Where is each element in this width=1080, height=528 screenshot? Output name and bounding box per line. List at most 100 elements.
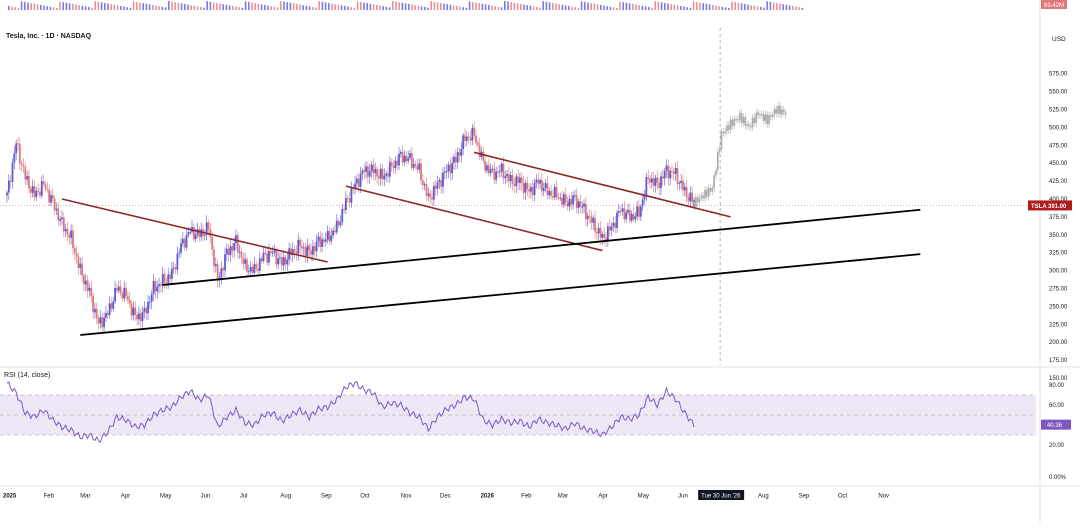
volume-bar: [56, 8, 58, 10]
candle-body: [491, 168, 494, 170]
candle-body: [181, 238, 184, 244]
time-tick-label: Oct: [360, 494, 370, 500]
candle-body: [638, 206, 640, 217]
projection-body: [768, 115, 770, 125]
candle-body: [530, 187, 532, 192]
candle-body: [213, 249, 215, 267]
volume-bar: [392, 1, 394, 10]
candle-body: [678, 182, 681, 184]
candle-body: [355, 178, 358, 184]
candle-body: [18, 144, 21, 164]
volume-bar: [712, 5, 714, 10]
projection-body: [729, 119, 732, 131]
volume-bar: [164, 7, 167, 10]
candle-body: [130, 303, 133, 316]
candle-body: [139, 313, 142, 321]
volume-bar: [651, 7, 653, 10]
time-axis[interactable]: 2025 Feb Mar Apr May Jun Jul Aug Sep Oct Nov Dec 202…: [0, 485, 1080, 500]
candle-body: [489, 169, 492, 174]
time-tick-label: 2025: [3, 494, 17, 500]
candle-body: [137, 313, 140, 320]
candle-body: [552, 195, 554, 198]
candle-body: [414, 164, 417, 166]
candle-body: [647, 177, 650, 179]
candle-body: [456, 152, 459, 163]
candle-body: [354, 183, 356, 189]
volume-bar: [344, 6, 346, 10]
candle-body: [682, 180, 684, 191]
volume-bar: [315, 7, 317, 10]
candle-body: [606, 226, 609, 241]
volume-bar: [798, 7, 800, 10]
trend-line: [345, 185, 603, 252]
candle-body: [346, 197, 349, 199]
volume-bar: [446, 4, 448, 10]
candle-body: [592, 217, 595, 223]
price-tick-label: 575.00: [1049, 72, 1068, 78]
volume-bar: [100, 2, 103, 11]
candle-body: [79, 263, 82, 268]
candle-body: [535, 179, 538, 183]
volume-bar: [353, 7, 356, 10]
volume-bar: [366, 3, 368, 11]
candle-body: [90, 287, 93, 296]
candle-body: [370, 164, 373, 172]
candle-body: [211, 237, 214, 250]
candle-body: [22, 165, 25, 167]
candle-body: [136, 314, 138, 320]
volume-bar: [622, 2, 624, 10]
candle-body: [449, 164, 452, 174]
candle-body: [392, 166, 395, 169]
rsi-tick-label: 0.00%: [1049, 475, 1067, 481]
price-tick-label: 425.00: [1049, 179, 1068, 185]
candle-body: [656, 177, 659, 183]
volume-bar: [529, 5, 532, 10]
candle-body: [464, 135, 466, 141]
volume-bar: [609, 6, 612, 10]
candle-body: [649, 178, 651, 183]
volume-bar: [424, 7, 426, 10]
candle-body: [685, 186, 688, 198]
candle-body: [231, 246, 234, 251]
time-cursor-label: Tue 30 Jun '26: [701, 494, 741, 500]
candle-body: [262, 252, 265, 262]
candle-body: [11, 162, 14, 182]
candle-body: [264, 252, 267, 254]
volume-bar: [305, 5, 308, 10]
candle-body: [127, 296, 129, 300]
volume-bar: [660, 2, 663, 11]
volume-bar: [238, 7, 240, 10]
candle-body: [379, 168, 382, 179]
candle-body: [315, 241, 318, 252]
volume-bar: [404, 3, 407, 10]
volume-bar: [104, 3, 106, 10]
volume-bar: [673, 4, 676, 10]
projection-body: [705, 189, 708, 197]
candle-body: [616, 212, 618, 229]
candle-body: [493, 168, 496, 180]
last-price-symbol: TSLA: [1031, 204, 1047, 210]
rsi-title: RSI (14, close): [4, 372, 51, 379]
rsi-tick-label: 60.00: [1049, 403, 1065, 409]
candle-body: [26, 175, 29, 180]
candle-body: [81, 263, 84, 276]
volume-bar: [302, 5, 304, 10]
candle-body: [619, 210, 622, 212]
candle-body: [114, 288, 116, 302]
price-tick-label: 500.00: [1049, 125, 1068, 131]
candle-body: [185, 235, 188, 248]
candle-body: [385, 173, 388, 176]
candle-body: [515, 176, 518, 187]
volume-bar: [347, 6, 349, 10]
volume-bar: [776, 3, 778, 10]
volume-bar: [715, 5, 717, 10]
currency-label: USD: [1052, 36, 1066, 43]
volume-bar: [401, 2, 404, 10]
candle-body: [572, 195, 574, 205]
candle-body: [147, 301, 149, 314]
volume-bar: [123, 6, 125, 10]
candle-body: [570, 198, 573, 205]
